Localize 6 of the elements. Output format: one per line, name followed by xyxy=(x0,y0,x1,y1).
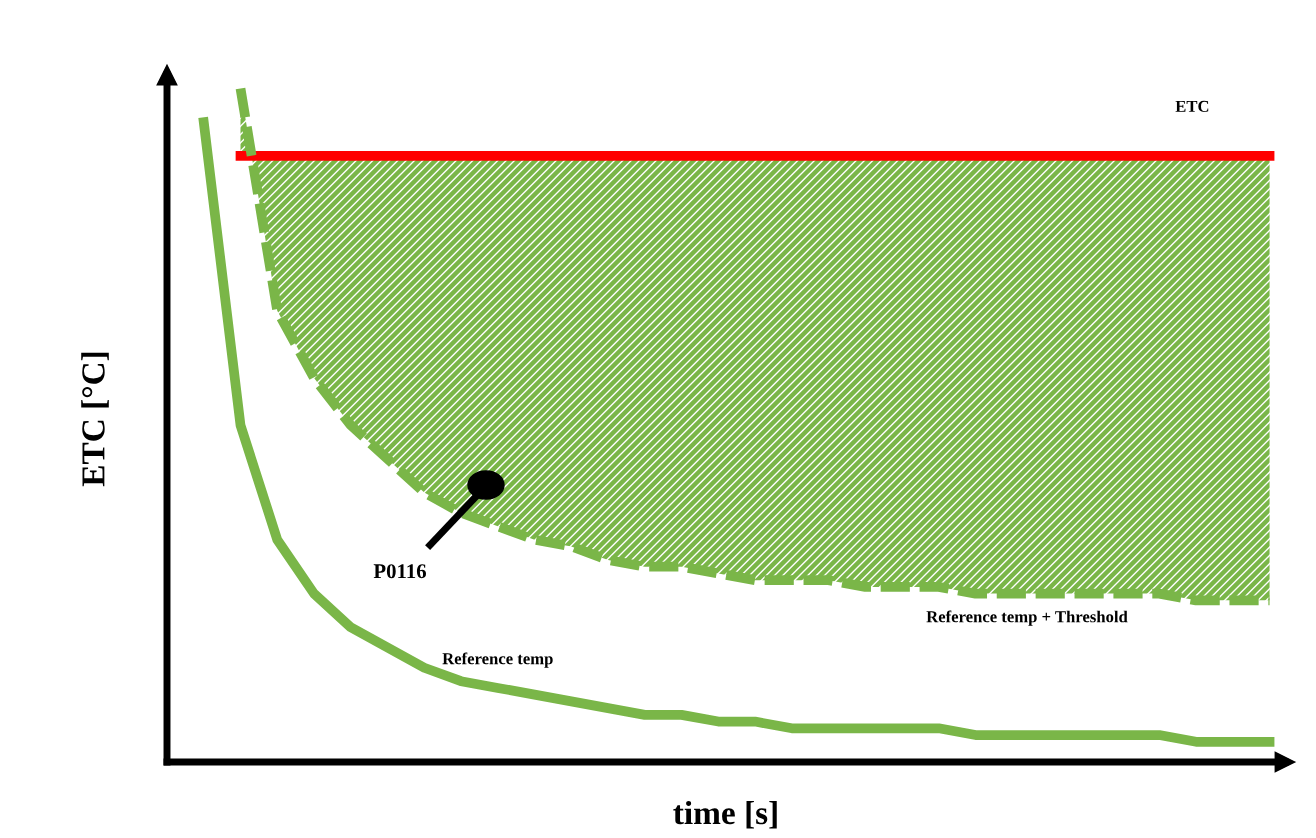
series-label: Reference temp xyxy=(442,652,553,668)
text: ETC xyxy=(1175,100,1209,113)
y-axis-title: ETC [°C] xyxy=(81,352,109,487)
annotation: P0116 xyxy=(373,564,427,579)
series-label: Reference temp + Threshold xyxy=(926,610,1128,626)
x-axis-title: time [s] xyxy=(673,800,777,829)
